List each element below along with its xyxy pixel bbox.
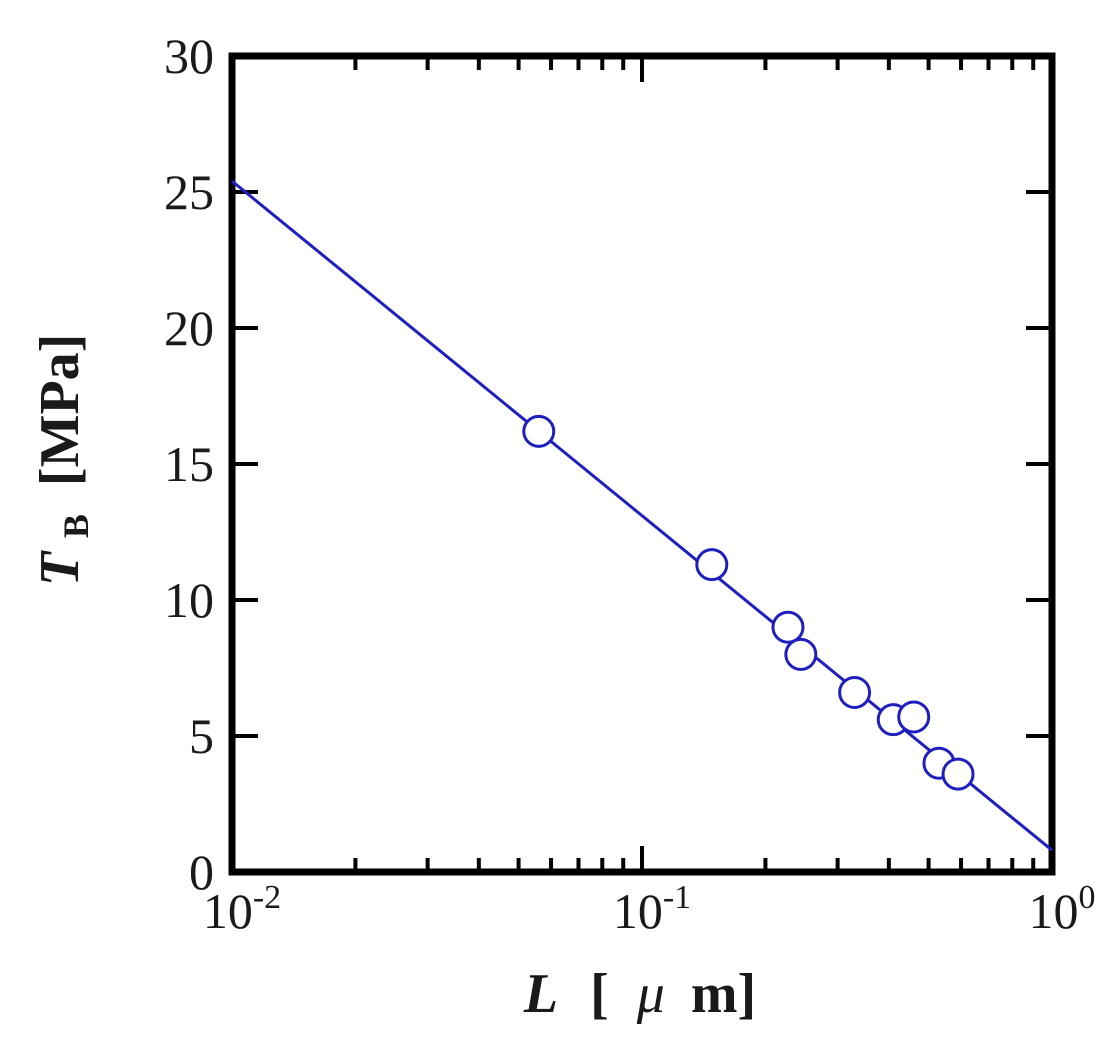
x-tick-label-exponent: 0 bbox=[1079, 879, 1096, 916]
y-axis-unit: [MPa] bbox=[29, 334, 91, 486]
data-point bbox=[522, 414, 556, 448]
y-tick-label: 5 bbox=[189, 708, 214, 764]
y-axis-sub: B bbox=[56, 514, 96, 538]
x-axis-title: L [ μ m] bbox=[523, 963, 756, 1025]
x-tick-label-base: 10 bbox=[613, 883, 663, 939]
data-point bbox=[695, 548, 729, 582]
x-tick-label: 10-2 bbox=[203, 879, 281, 939]
y-tick-label: 20 bbox=[164, 300, 214, 356]
x-axis-unit-open: [ bbox=[590, 963, 609, 1025]
x-tick-label: 10-1 bbox=[613, 879, 691, 939]
x-tick-label: 100 bbox=[1029, 879, 1096, 939]
y-tick-label: 10 bbox=[164, 572, 214, 628]
fit-line bbox=[231, 179, 1053, 852]
data-point bbox=[897, 700, 931, 734]
x-tick-label-exponent: -2 bbox=[253, 879, 281, 916]
y-axis-var: T bbox=[29, 549, 91, 586]
y-tick-label: 25 bbox=[164, 164, 214, 220]
x-tick-label-base: 10 bbox=[203, 883, 253, 939]
x-axis-var: L bbox=[523, 963, 558, 1025]
data-point bbox=[838, 675, 872, 709]
y-tick-label: 30 bbox=[164, 28, 214, 84]
x-tick-label-base: 10 bbox=[1029, 883, 1079, 939]
y-tick-label: 0 bbox=[189, 844, 214, 900]
x-tick-label-exponent: -1 bbox=[663, 879, 691, 916]
data-point bbox=[784, 637, 818, 671]
y-axis-title: T B [MPa] bbox=[29, 334, 101, 587]
data-point bbox=[941, 757, 975, 791]
x-axis-unit-mu: μ bbox=[636, 963, 665, 1025]
y-tick-label: 15 bbox=[164, 436, 214, 492]
data-point bbox=[771, 610, 805, 644]
x-axis-unit-rest: m] bbox=[691, 963, 756, 1025]
